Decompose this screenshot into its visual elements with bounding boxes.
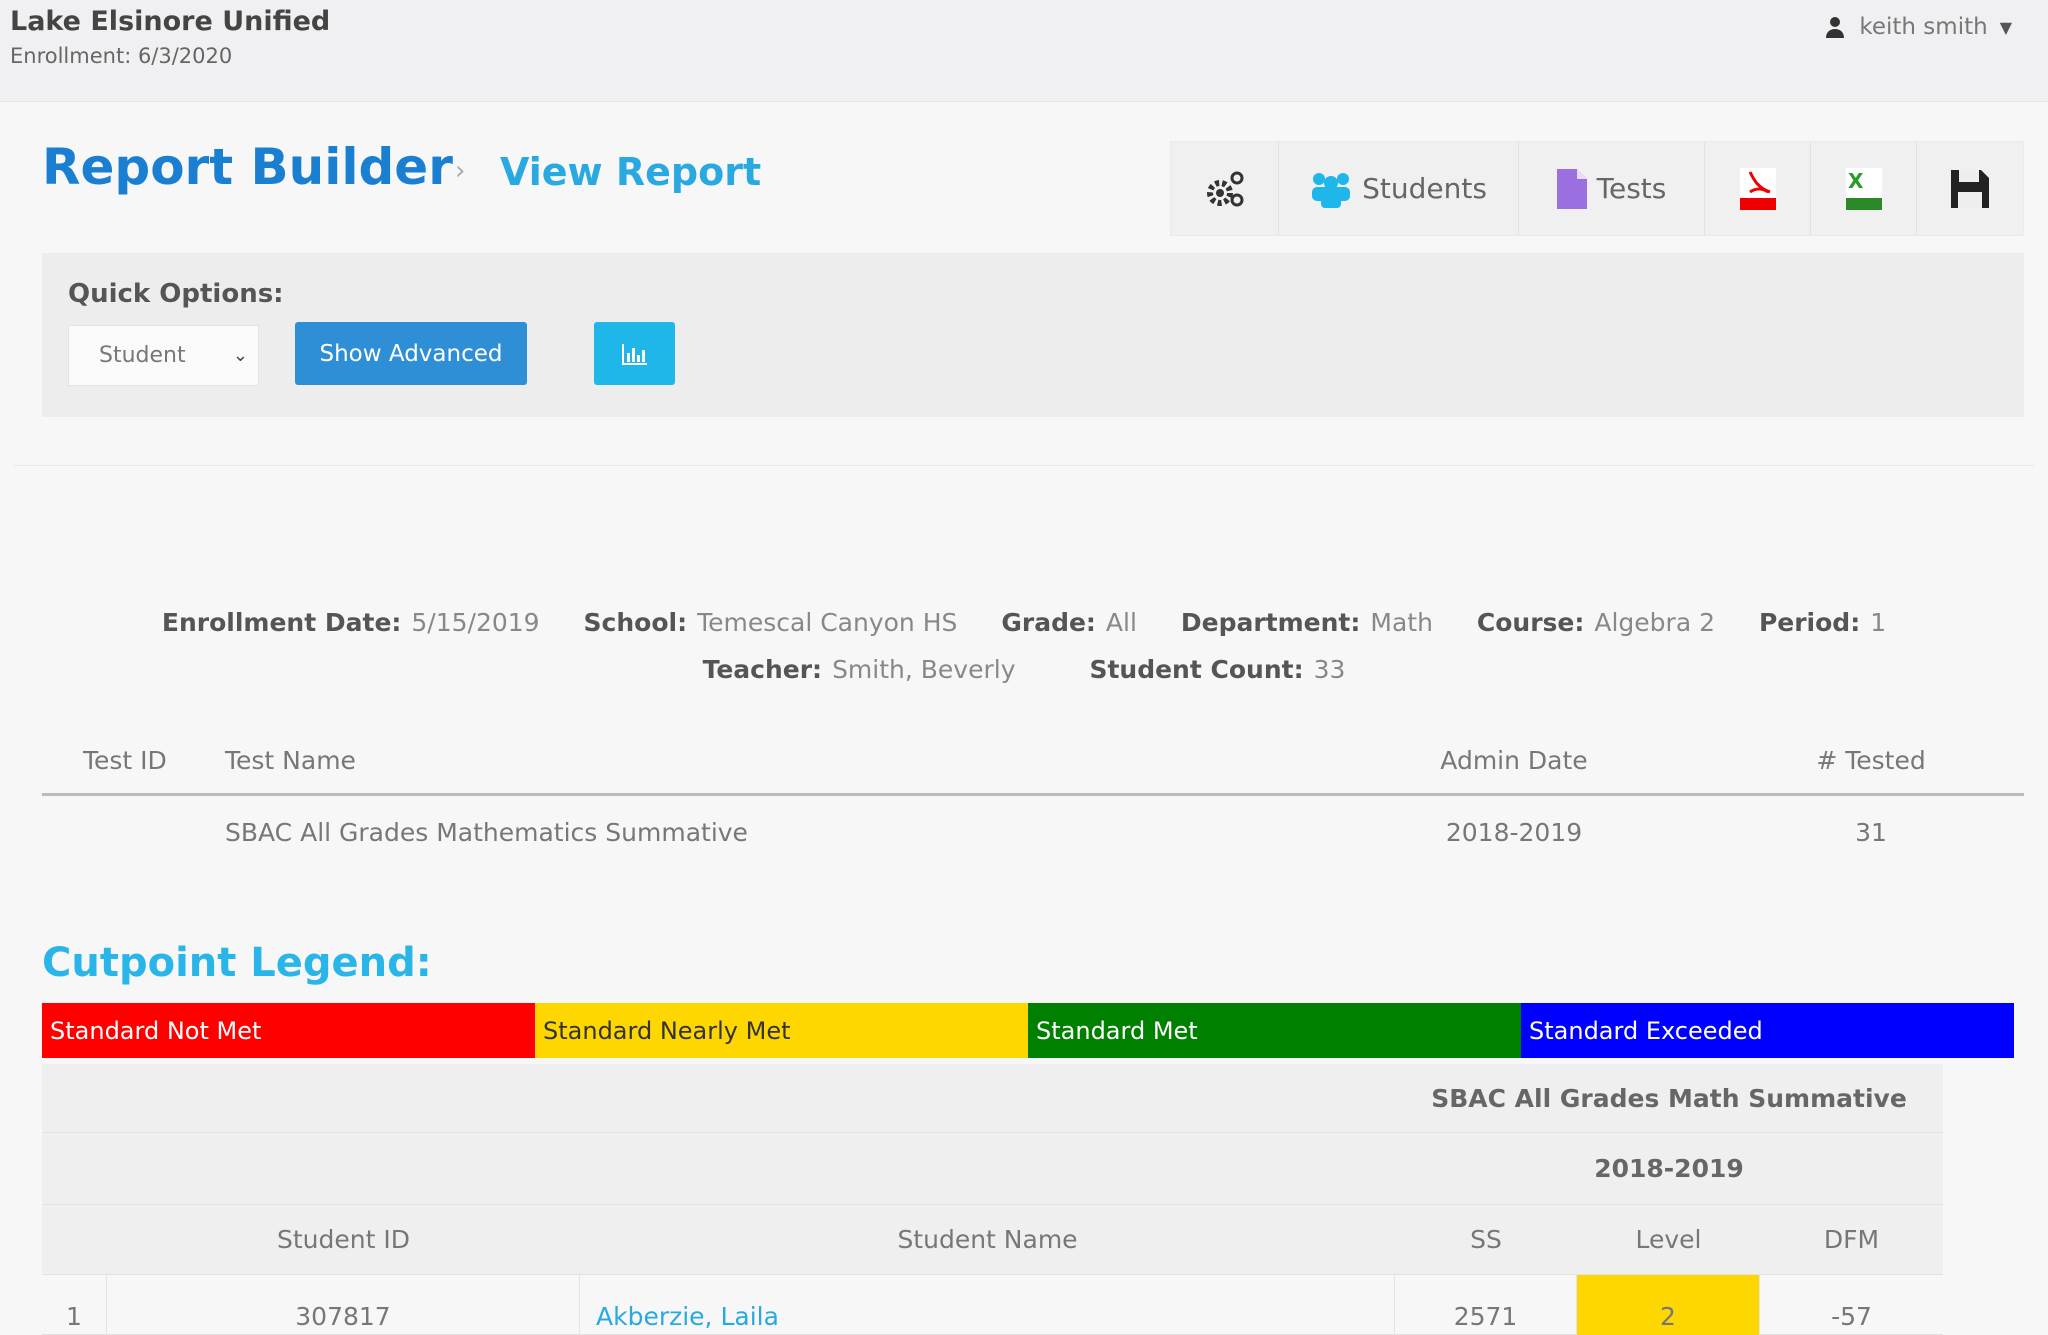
student-id: 307817 — [107, 1275, 580, 1335]
scale-score: 2571 — [1395, 1275, 1577, 1335]
department-label: Department: — [1180, 608, 1361, 637]
course-label: Course: — [1476, 608, 1585, 637]
school-value: Temescal Canyon HS — [697, 608, 958, 637]
user-name: keith smith — [1859, 14, 1988, 40]
tests-label: Tests — [1596, 172, 1667, 205]
students-label: Students — [1362, 172, 1487, 205]
settings-button[interactable] — [1171, 142, 1279, 235]
legend-standard-not-met: Standard Not Met — [42, 1003, 535, 1058]
report-info-line-1: Enrollment Date: 5/15/2019 School: Temesca… — [0, 608, 2048, 637]
page-title: Report Builder — [42, 138, 453, 196]
col-student-name[interactable]: Student Name — [897, 1225, 1078, 1254]
students-button[interactable]: Students — [1279, 142, 1519, 235]
report-info-line-2: Teacher: Smith, Beverly Student Count: 33 — [0, 655, 2048, 684]
col-tested: # Tested — [1816, 746, 1926, 775]
dfm-value: -57 — [1831, 1301, 1872, 1331]
save-button[interactable] — [1917, 142, 2023, 235]
col-admin-date: Admin Date — [1440, 746, 1588, 775]
legend-standard-exceeded: Standard Exceeded — [1521, 1003, 2014, 1058]
save-icon — [1951, 169, 1989, 208]
col-test-name: Test Name — [225, 746, 356, 775]
gears-icon — [1206, 171, 1243, 206]
file-icon — [1556, 168, 1587, 209]
breadcrumb-view-report[interactable]: View Report — [500, 150, 762, 194]
top-header: Lake Elsinore Unified Enrollment: 6/3/20… — [0, 0, 2048, 102]
enrollment-date-label: Enrollment Date: — [161, 608, 402, 637]
results-table: SBAC All Grades Math Summative 2018-2019… — [42, 1064, 1943, 1335]
users-icon — [1312, 172, 1351, 208]
level-cell: 2 — [1577, 1275, 1760, 1335]
col-ss[interactable]: SS — [1470, 1225, 1502, 1254]
table-row: 1 307817 Akberzie, Laila 2571 2 -57 — [42, 1275, 1943, 1335]
svg-text:X: X — [1848, 169, 1864, 193]
grade-value: All — [1105, 608, 1137, 637]
user-menu[interactable]: keith smith ▼ — [1823, 14, 2012, 40]
enrollment-date: Enrollment: 6/3/2020 — [10, 44, 233, 68]
school-label: School: — [583, 608, 688, 637]
teacher-label: Teacher: — [702, 655, 823, 684]
teacher-value: Smith, Beverly — [832, 655, 1016, 684]
breadcrumb-separator: › — [455, 156, 466, 186]
col-dfm[interactable]: DFM — [1823, 1225, 1880, 1254]
quick-options-panel: Quick Options: Student ⌄ Show Advanced — [42, 253, 2024, 417]
col-student-id[interactable]: Student ID — [277, 1225, 410, 1254]
cutpoint-legend-title: Cutpoint Legend: — [42, 940, 432, 986]
tests-button[interactable]: Tests — [1519, 142, 1705, 235]
course-value: Algebra 2 — [1594, 608, 1715, 637]
test-group-header: SBAC All Grades Math Summative — [1431, 1083, 1907, 1113]
student-count-value: 33 — [1313, 655, 1346, 684]
select-value: Student — [99, 343, 186, 368]
export-excel-button[interactable]: X — [1811, 142, 1917, 235]
user-icon — [1826, 17, 1845, 38]
enrollment-date-value: 5/15/2019 — [411, 608, 540, 637]
period-label: Period: — [1758, 608, 1861, 637]
pdf-icon — [1739, 167, 1776, 210]
toolbar: Students Tests X — [1170, 141, 2024, 236]
export-pdf-button[interactable] — [1705, 142, 1811, 235]
period-value: 1 — [1870, 608, 1887, 637]
legend-standard-nearly-met: Standard Nearly Met — [535, 1003, 1028, 1058]
student-name-link[interactable]: Akberzie, Laila — [580, 1275, 1395, 1335]
caret-down-icon: ▼ — [1999, 17, 2012, 37]
test-admin-date: 2018-2019 — [1445, 818, 1583, 847]
department-value: Math — [1370, 608, 1433, 637]
chart-button[interactable] — [594, 322, 675, 385]
student-count-label: Student Count: — [1089, 655, 1304, 684]
grade-label: Grade: — [1001, 608, 1096, 637]
quick-options-label: Quick Options: — [68, 279, 284, 309]
test-name: SBAC All Grades Mathematics Summative — [225, 818, 748, 847]
col-level[interactable]: Level — [1635, 1225, 1702, 1254]
excel-icon: X — [1845, 167, 1882, 210]
show-advanced-button[interactable]: Show Advanced — [295, 322, 527, 385]
bar-chart-icon — [621, 343, 647, 365]
chevron-down-icon: ⌄ — [232, 345, 248, 366]
divider — [14, 465, 2034, 466]
row-number: 1 — [42, 1275, 107, 1335]
legend-standard-met: Standard Met — [1028, 1003, 1521, 1058]
test-tested-count: 31 — [1855, 818, 1887, 847]
district-name: Lake Elsinore Unified — [10, 6, 331, 37]
table-header-rule — [42, 793, 2024, 796]
cutpoint-legend: Standard Not Met Standard Nearly Met Sta… — [42, 1003, 2014, 1058]
col-test-id: Test ID — [83, 746, 167, 775]
report-type-select[interactable]: Student ⌄ — [68, 325, 259, 386]
year-group-header: 2018-2019 — [1594, 1154, 1744, 1183]
